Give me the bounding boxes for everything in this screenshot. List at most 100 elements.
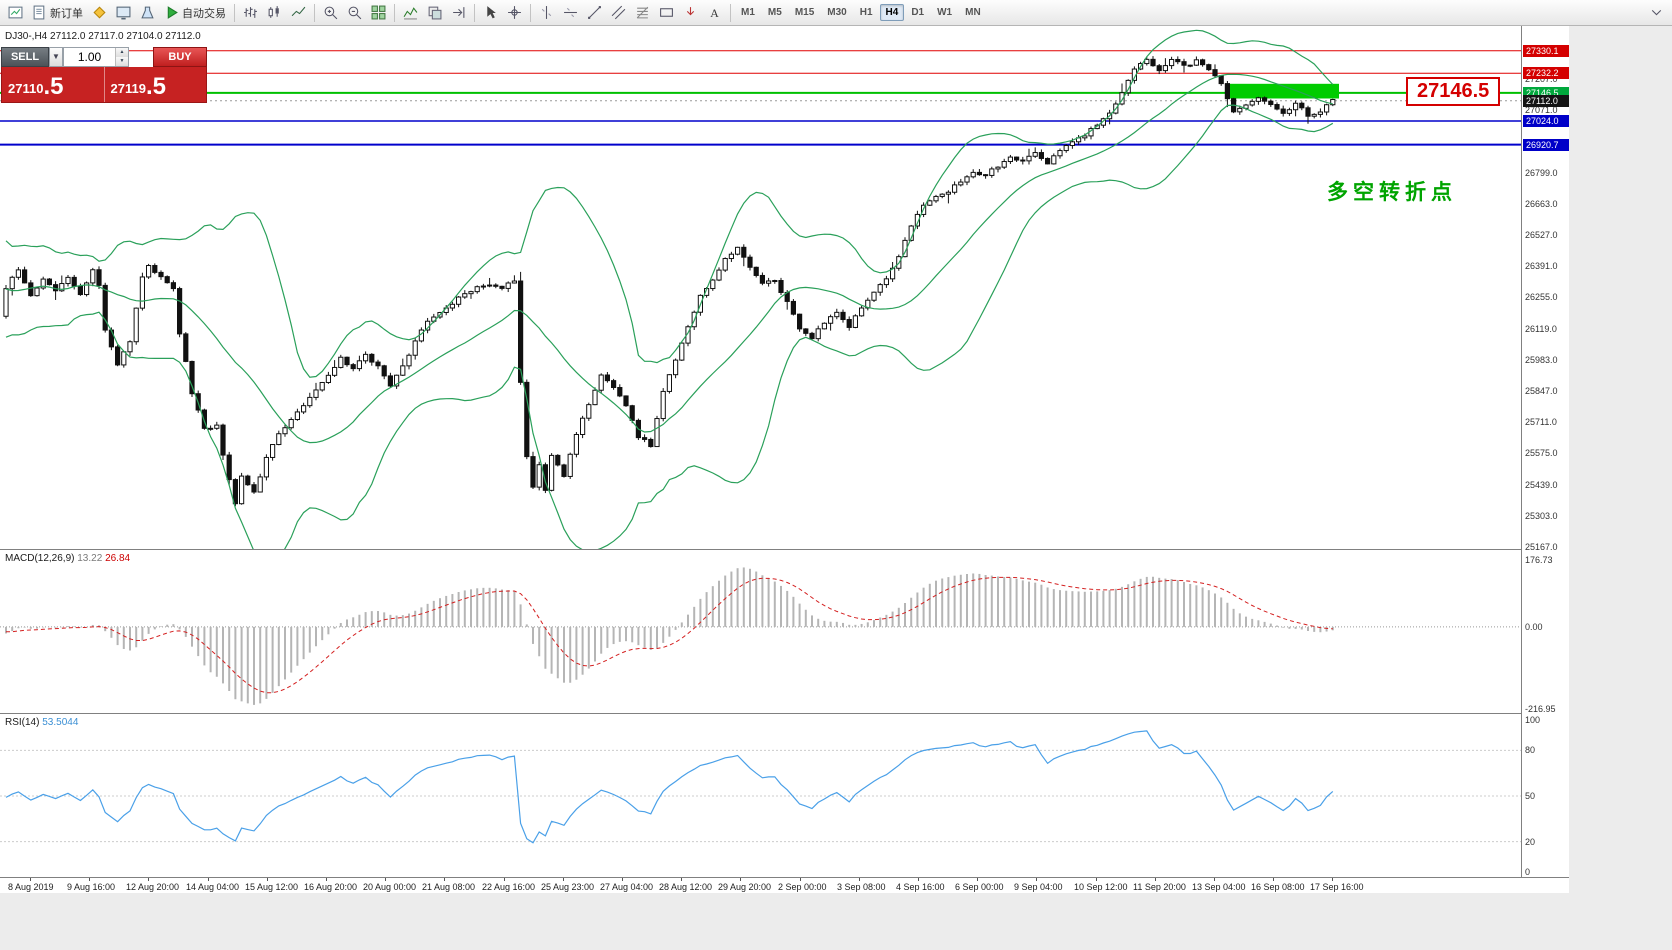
cursor-icon — [487, 6, 496, 19]
chart-ohlc-title: DJ30-,H4 27112.0 27117.0 27104.0 27112.0 — [5, 31, 201, 42]
price-callout[interactable]: 27146.5 — [1406, 77, 1501, 106]
sell-price[interactable]: 27110 .5 — [2, 67, 104, 102]
channel-icon[interactable] — [607, 2, 630, 24]
time-tick — [326, 878, 327, 881]
indicators-icon — [403, 7, 418, 20]
time-axis-label: 20 Aug 00:00 — [363, 882, 417, 892]
time-axis-label: 10 Sep 12:00 — [1074, 882, 1128, 892]
volume-down-icon[interactable]: ▼ — [116, 57, 128, 66]
time-axis[interactable]: 8 Aug 2019 9 Aug 16:00 12 Aug 20:00 14 Aug … — [0, 877, 1569, 893]
time-tick — [504, 878, 505, 881]
price-axis-label: 26391.0 — [1525, 261, 1558, 271]
price-axis-label: 26799.0 — [1525, 168, 1558, 178]
tf-h4-button[interactable]: H4 — [879, 4, 905, 21]
price-chart-pane[interactable] — [0, 26, 1521, 549]
new-chart-icon[interactable] — [4, 2, 27, 24]
time-axis-label: 22 Aug 16:00 — [482, 882, 536, 892]
toolbar-overflow-icon — [1651, 9, 1662, 16]
price-axis[interactable]: 27207.0 27071.0 26799.0 26663.0 26527.0 26391… — [1521, 26, 1569, 877]
new-order-button[interactable]: 新订单 — [28, 2, 87, 24]
main-toolbar: 新订单 自动交易 A M1 M5 M15 M30 H1 H4 D1 W1 MN — [0, 0, 1672, 26]
strategy-tester-icon[interactable] — [136, 2, 159, 24]
price-axis-label: 25167.0 — [1525, 542, 1558, 552]
zoom-in-icon[interactable] — [319, 2, 342, 24]
sell-button[interactable]: SELL — [1, 47, 49, 67]
rsi-pane[interactable] — [0, 714, 1521, 876]
price-tag: 26920.7 — [1523, 139, 1569, 151]
line-chart-icon[interactable] — [287, 2, 310, 24]
time-tick — [1273, 878, 1274, 881]
vertical-line-icon[interactable] — [535, 2, 558, 24]
trendline-icon[interactable] — [583, 2, 606, 24]
tf-m15-button[interactable]: M15 — [794, 7, 815, 18]
zoom-out-icon[interactable] — [343, 2, 366, 24]
text-label-icon[interactable]: A — [703, 2, 726, 24]
toolbar-separator — [394, 3, 395, 22]
time-tick — [1155, 878, 1156, 881]
time-tick — [800, 878, 801, 881]
autotrading-button[interactable]: 自动交易 — [160, 2, 230, 24]
line-chart-icon — [291, 6, 306, 17]
crosshair-icon[interactable] — [503, 2, 526, 24]
fibonacci-icon[interactable] — [631, 2, 654, 24]
cursor-icon[interactable] — [479, 2, 502, 24]
indicators-icon[interactable] — [399, 2, 422, 24]
buy-button[interactable]: BUY — [153, 47, 207, 67]
sell-price-fraction: .5 — [43, 73, 64, 100]
tf-mn-button[interactable]: MN — [965, 7, 981, 18]
buy-price[interactable]: 27119 .5 — [103, 67, 207, 102]
volume-up-icon[interactable]: ▲ — [116, 48, 128, 57]
tile-windows-icon[interactable] — [367, 2, 390, 24]
time-axis-label: 28 Aug 12:00 — [659, 882, 713, 892]
arrows-icon[interactable] — [679, 2, 702, 24]
price-axis-label: 25847.0 — [1525, 386, 1558, 396]
toolbar-overflow[interactable] — [1649, 5, 1668, 20]
macd-signal-value: 26.84 — [105, 553, 131, 564]
tf-m30-button[interactable]: M30 — [827, 7, 847, 18]
pane-splitter[interactable] — [0, 713, 1569, 714]
price-tag: 27024.0 — [1523, 115, 1569, 127]
time-axis-label: 21 Aug 08:00 — [422, 882, 476, 892]
chart-annotation[interactable]: 多空转折点 — [1327, 181, 1457, 204]
buy-price-main: 27119 — [110, 81, 146, 96]
toolbar-separator — [530, 3, 531, 22]
rsi-axis-label: 0 — [1525, 867, 1531, 877]
volume-input[interactable] — [64, 48, 115, 66]
tf-m1-button[interactable]: M1 — [741, 7, 755, 18]
zoom-in-icon — [324, 6, 338, 20]
one-click-trading-panel: SELL ▼ ▲ ▼ BUY 27110 .5 27119 — [1, 47, 207, 103]
macd-pane[interactable] — [0, 550, 1521, 713]
tf-m5-button[interactable]: M5 — [767, 7, 782, 18]
volume-control: ▲ ▼ — [63, 47, 129, 67]
toolbar-separator — [314, 3, 315, 22]
time-axis-label: 15 Aug 12:00 — [245, 882, 299, 892]
shapes-icon[interactable] — [655, 2, 678, 24]
svg-text:A: A — [710, 7, 719, 20]
macd-label: MACD(12,26,9) 13.22 26.84 — [5, 553, 130, 564]
price-tag: 27112.0 — [1523, 95, 1569, 107]
tf-d1-button[interactable]: D1 — [911, 7, 925, 18]
tf-w1-button[interactable]: W1 — [937, 7, 953, 18]
time-axis-label: 14 Aug 04:00 — [186, 882, 240, 892]
pane-splitter[interactable] — [0, 549, 1569, 550]
bollinger-middle — [5, 73, 1333, 444]
time-axis-label: 12 Aug 20:00 — [126, 882, 180, 892]
fibonacci-icon — [636, 6, 649, 19]
terminal-icon[interactable] — [112, 2, 135, 24]
candlestick-chart-icon[interactable] — [263, 2, 286, 24]
rsi-value: 53.5044 — [42, 717, 79, 728]
rsi-axis-label: 100 — [1525, 715, 1541, 725]
metaeditor-icon[interactable] — [88, 2, 111, 24]
order-type-dropdown[interactable]: ▼ — [49, 47, 63, 67]
tf-h1-button[interactable]: H1 — [859, 7, 873, 18]
bar-chart-icon[interactable] — [239, 2, 262, 24]
time-axis-label: 16 Aug 20:00 — [304, 882, 358, 892]
time-tick — [267, 878, 268, 881]
macd-axis-label: 0.00 — [1525, 622, 1543, 632]
objects-list-icon[interactable] — [423, 2, 446, 24]
highlight-rectangle-object[interactable] — [1227, 83, 1339, 99]
time-axis-label: 9 Aug 16:00 — [67, 882, 116, 892]
chart-shift-icon[interactable] — [447, 2, 470, 24]
horizontal-line-icon[interactable] — [559, 2, 582, 24]
